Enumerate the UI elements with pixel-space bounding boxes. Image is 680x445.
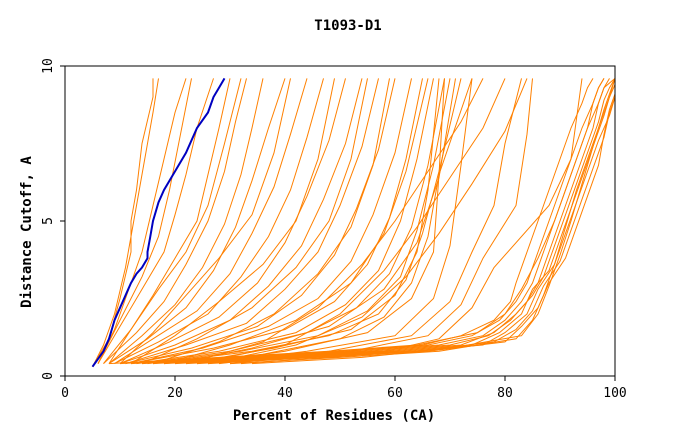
x-tick-label-80: 80 (497, 386, 513, 401)
model-line-13 (125, 78, 379, 365)
model-line-32 (207, 78, 473, 365)
y-tick-label-0: 0 (41, 372, 56, 380)
model-line-8 (108, 78, 286, 365)
y-axis-label: Distance Cutoff, A (19, 156, 35, 308)
model-line-21 (163, 78, 473, 365)
model-line-9 (114, 78, 308, 365)
model-line-30 (185, 78, 440, 365)
model-line-25 (130, 78, 335, 365)
model-line-50 (251, 78, 616, 365)
x-tick-label-100: 100 (603, 386, 626, 401)
model-line-41 (141, 78, 610, 365)
model-line-23 (108, 78, 242, 364)
x-tick-label-20: 20 (167, 386, 183, 401)
x-tick-label-60: 60 (387, 386, 403, 401)
model-line-36 (196, 78, 506, 365)
model-line-2 (92, 78, 159, 367)
model-line-28 (163, 78, 429, 365)
model-line-15 (130, 78, 412, 365)
model-line-24 (119, 78, 291, 364)
x-tick-label-40: 40 (277, 386, 293, 401)
chart-title: T1093-D1 (314, 18, 381, 34)
model-line-12 (119, 78, 363, 365)
model-line-16 (130, 78, 423, 365)
model-line-38 (207, 78, 528, 365)
y-tick-label-10: 10 (41, 58, 56, 74)
model-line-48 (108, 78, 605, 365)
model-line-10 (114, 78, 324, 365)
model-line-46 (196, 78, 616, 365)
x-axis-label: Percent of Residues (CA) (233, 408, 435, 424)
model-line-35 (240, 78, 583, 365)
x-tick-label-0: 0 (61, 386, 69, 401)
model-line-43 (163, 78, 616, 365)
model-line-31 (196, 78, 445, 365)
model-line-17 (136, 78, 434, 365)
model-line-47 (207, 78, 616, 365)
model-line-27 (152, 78, 390, 365)
model-line-37 (185, 78, 484, 365)
plot-frame (64, 65, 616, 377)
plot-area (91, 77, 616, 368)
model-line-7 (108, 78, 264, 364)
model-line-44 (174, 78, 616, 365)
highlighted-model-line (91, 77, 226, 368)
model-line-4 (97, 78, 214, 364)
model-line-1 (92, 78, 154, 367)
model-line-22 (97, 78, 192, 364)
y-axis: 0 5 10 (41, 58, 65, 380)
model-line-42 (152, 78, 616, 365)
model-line-6 (103, 78, 247, 364)
y-tick-label-5: 5 (41, 217, 56, 225)
x-axis: 0 20 40 60 80 100 (61, 376, 627, 401)
model-line-11 (119, 78, 346, 365)
model-line-26 (141, 78, 368, 365)
model-line-19 (147, 78, 451, 365)
model-line-14 (125, 78, 396, 365)
model-line-33 (218, 78, 522, 365)
model-line-3 (97, 78, 187, 364)
model-line-39 (119, 78, 594, 365)
